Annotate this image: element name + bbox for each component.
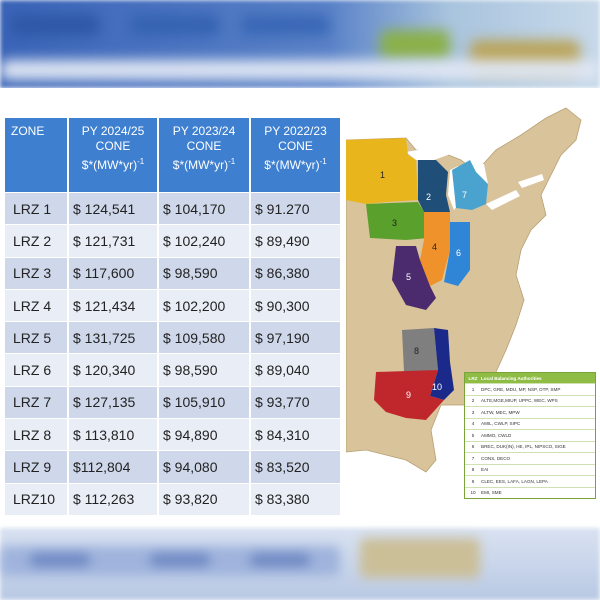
table-row: LRZ 5 $ 131,725 $ 109,580 $ 97,190 bbox=[5, 321, 342, 354]
cell-py-2024-25: $ 124,541 bbox=[68, 191, 159, 225]
table-row: LRZ10 $ 112,263 $ 93,820 $ 83,380 bbox=[5, 482, 342, 515]
legend-row: 5 AMMO, CWLD bbox=[465, 429, 595, 441]
lba-legend: LRZ Local Balancing Authorities 1 DPC, G… bbox=[464, 372, 596, 499]
blurred-background-top bbox=[0, 0, 600, 88]
cell-py-2022-23: $ 89,040 bbox=[250, 353, 342, 387]
cell-py-2024-25: $ 131,725 bbox=[68, 321, 159, 354]
table-row: LRZ 8 $ 113,810 $ 94,890 $ 84,310 bbox=[5, 418, 342, 451]
cell-zone: LRZ 5 bbox=[5, 321, 69, 354]
map-lake bbox=[406, 146, 456, 160]
cone-table: ZONE PY 2024/25 CONE $*(MW*yr)-1 PY 2023… bbox=[5, 118, 342, 515]
map-zone-6 bbox=[444, 222, 470, 286]
table-row: LRZ 6 $ 120,340 $ 98,590 $ 89,040 bbox=[5, 353, 342, 387]
cell-py-2023-24: $ 93,820 bbox=[158, 482, 251, 515]
table-row: LRZ 9 $112,804 $ 94,080 $ 83,520 bbox=[5, 450, 342, 484]
cell-py-2022-23: $ 86,380 bbox=[250, 256, 342, 290]
cell-py-2023-24: $ 109,580 bbox=[158, 321, 251, 354]
map-zone-7 bbox=[452, 160, 488, 210]
legend-row: 8 EAI bbox=[465, 463, 595, 476]
legend-row: 3 ALTW, MEC, MPW bbox=[465, 406, 595, 418]
map-zone-1 bbox=[346, 138, 418, 204]
map-zone-9 bbox=[374, 370, 444, 420]
cell-py-2022-23: $ 84,310 bbox=[250, 418, 342, 451]
cell-py-2024-25: $ 127,135 bbox=[68, 385, 159, 419]
header-py-2022-23: PY 2022/23 CONE $*(MW*yr)-1 bbox=[250, 118, 342, 193]
map-label-2: 2 bbox=[426, 192, 431, 202]
header-py-2023-24: PY 2023/24 CONE $*(MW*yr)-1 bbox=[158, 118, 251, 193]
map-lake bbox=[486, 190, 520, 210]
legend-header: LRZ Local Balancing Authorities bbox=[465, 373, 595, 383]
cell-zone: LRZ 2 bbox=[5, 224, 69, 258]
cell-py-2022-23: $ 83,380 bbox=[250, 482, 342, 515]
legend-row: 9 CLEC, EES, LAFA, LAGN, LEPA bbox=[465, 475, 595, 487]
map-label-7: 7 bbox=[462, 190, 467, 200]
cell-py-2023-24: $ 98,590 bbox=[158, 353, 251, 387]
legend-row: 10 EMI, SME bbox=[465, 486, 595, 499]
cell-py-2023-24: $ 102,200 bbox=[158, 288, 251, 322]
map-zone-3 bbox=[366, 202, 428, 240]
cell-py-2022-23: $ 90,300 bbox=[250, 288, 342, 322]
cell-py-2024-25: $ 120,340 bbox=[68, 353, 159, 387]
cell-py-2023-24: $ 104,170 bbox=[158, 191, 251, 225]
cell-zone: LRZ10 bbox=[5, 482, 69, 515]
map-label-8: 8 bbox=[414, 346, 419, 356]
map-label-6: 6 bbox=[456, 248, 461, 258]
cell-py-2023-24: $ 94,080 bbox=[158, 450, 251, 484]
cell-zone: LRZ 4 bbox=[5, 288, 69, 322]
map-label-1: 1 bbox=[380, 170, 385, 180]
cell-zone: LRZ 3 bbox=[5, 256, 69, 290]
header-py-2024-25: PY 2024/25 CONE $*(MW*yr)-1 bbox=[68, 118, 159, 193]
table-row: LRZ 2 $ 121,731 $ 102,240 $ 89,490 bbox=[5, 224, 342, 258]
cell-py-2024-25: $ 113,810 bbox=[68, 418, 159, 451]
cell-zone: LRZ 8 bbox=[5, 418, 69, 451]
cell-py-2023-24: $ 98,590 bbox=[158, 256, 251, 290]
map-zone-5 bbox=[392, 246, 436, 310]
legend-row: 1 DPC, GRE, MDU, MP, NSP, OTP, SMP bbox=[465, 383, 595, 395]
cell-py-2023-24: $ 102,240 bbox=[158, 224, 251, 258]
table-row: LRZ 7 $ 127,135 $ 105,910 $ 93,770 bbox=[5, 385, 342, 419]
table-header-row: ZONE PY 2024/25 CONE $*(MW*yr)-1 PY 2023… bbox=[5, 118, 342, 193]
cell-py-2022-23: $ 91.270 bbox=[250, 191, 342, 225]
legend-row: 6 BREC, DUK(IN), HE, IPL, NIPSCO, SIGE bbox=[465, 440, 595, 453]
cell-zone: LRZ 7 bbox=[5, 385, 69, 419]
slide: ZONE PY 2024/25 CONE $*(MW*yr)-1 PY 2023… bbox=[0, 88, 600, 528]
cell-py-2024-25: $ 121,434 bbox=[68, 288, 159, 322]
legend-row: 4 AMIL, CWLP, SIPC bbox=[465, 417, 595, 430]
cell-zone: LRZ 6 bbox=[5, 353, 69, 387]
blurred-background-bottom bbox=[0, 528, 600, 600]
cell-py-2024-25: $112,804 bbox=[68, 450, 159, 484]
map-label-3: 3 bbox=[392, 218, 397, 228]
cell-py-2022-23: $ 89,490 bbox=[250, 224, 342, 258]
map-label-4: 4 bbox=[432, 242, 437, 252]
cell-py-2023-24: $ 105,910 bbox=[158, 385, 251, 419]
cell-py-2024-25: $ 121,731 bbox=[68, 224, 159, 258]
map-label-5: 5 bbox=[406, 272, 411, 282]
cell-py-2022-23: $ 97,190 bbox=[250, 321, 342, 354]
cell-py-2022-23: $ 83,520 bbox=[250, 450, 342, 484]
cell-py-2024-25: $ 112,263 bbox=[68, 482, 159, 515]
cell-zone: LRZ 9 bbox=[5, 450, 69, 484]
map-zone-8 bbox=[402, 328, 438, 372]
cell-py-2023-24: $ 94,890 bbox=[158, 418, 251, 451]
cell-zone: LRZ 1 bbox=[5, 191, 69, 225]
header-zone: ZONE bbox=[5, 118, 69, 193]
table-row: LRZ 3 $ 117,600 $ 98,590 $ 86,380 bbox=[5, 256, 342, 290]
legend-row: 7 CONS, DECO bbox=[465, 452, 595, 464]
legend-row: 2 ALTE,MGE,MIUP, UPPC, WEC, WPS bbox=[465, 394, 595, 407]
map-zone-2 bbox=[418, 160, 450, 212]
map-label-10: 10 bbox=[432, 382, 442, 392]
cell-py-2022-23: $ 93,770 bbox=[250, 385, 342, 419]
cell-py-2024-25: $ 117,600 bbox=[68, 256, 159, 290]
table-row: LRZ 1 $ 124,541 $ 104,170 $ 91.270 bbox=[5, 191, 342, 225]
map-label-9: 9 bbox=[406, 390, 411, 400]
lrz-map: 1 2 3 4 5 6 7 8 9 10 bbox=[346, 107, 582, 473]
map-zone-10 bbox=[430, 328, 454, 400]
map-lake bbox=[518, 174, 544, 188]
table-row: LRZ 4 $ 121,434 $ 102,200 $ 90,300 bbox=[5, 288, 342, 322]
map-zone-4 bbox=[420, 212, 450, 286]
